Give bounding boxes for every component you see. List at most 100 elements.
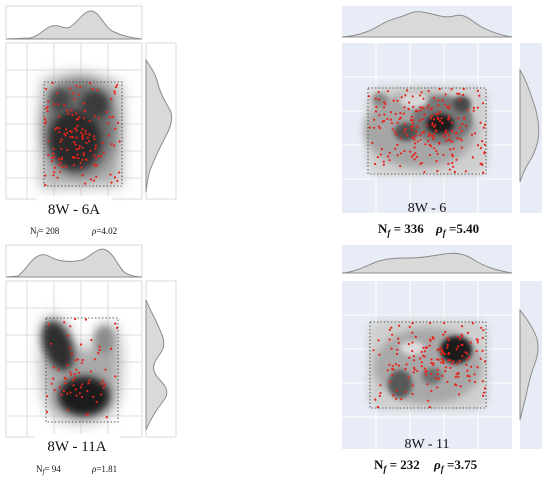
panel-8w-6: 8W - 6 Nf = 336 ρf =5.40 [341,6,542,238]
fiber-point [386,90,389,93]
fiber-point [93,138,96,141]
fiber-point [438,87,441,91]
fiber-point [415,130,418,133]
fiber-point [482,171,485,174]
fiber-point [100,382,103,385]
fiber-point [375,106,378,109]
fiber-point [51,156,54,159]
fiber-point [58,386,62,389]
fiber-point [410,155,413,158]
fiber-point [455,158,458,161]
fiber-point [431,107,434,110]
fiber-point [454,375,457,379]
fiber-point [449,366,452,369]
fiber-point [101,142,104,145]
fiber-point [77,147,80,150]
fiber-point [437,348,441,351]
fiber-point [466,352,469,355]
fiber-point [377,91,380,94]
fiber-point [105,416,108,419]
fiber-point [69,371,72,374]
fiber-point [382,163,385,166]
fiber-point [456,92,459,95]
fiber-point [44,174,47,177]
fiber-point [406,134,409,137]
fiber-point [412,136,415,139]
fiber-point [437,118,440,121]
rho-value: ρf =5.40 [435,221,479,238]
fiber-point [383,101,386,104]
fiber-point [396,154,399,157]
fiber-point [45,87,48,91]
fiber-point [87,412,90,415]
fiber-point [411,95,414,98]
fiber-point [85,413,88,416]
fiber-point [451,155,454,158]
fiber-point [77,371,80,374]
fiber-point [374,398,377,401]
fiber-point [408,325,411,328]
fiber-point [63,133,66,136]
fiber-point [109,116,112,119]
fiber-point [384,102,387,106]
fiber-point [449,148,452,151]
fiber-point [105,110,108,114]
fiber-point [391,333,394,336]
fiber-point [52,366,56,369]
fiber-point [444,129,448,132]
fiber-point [93,115,97,118]
fiber-point [404,94,407,97]
fiber-point [116,83,119,87]
fiber-point [75,394,78,397]
fiber-point [424,370,427,373]
fiber-point [460,130,463,133]
fiber-point [413,366,416,369]
fiber-point [118,171,121,174]
fiber-point [429,153,432,157]
fiber-point [66,409,69,412]
fiber-point [71,155,74,159]
fiber-point [413,146,416,149]
fiber-point [390,326,393,329]
fiber-point [58,131,61,134]
fiber-point [470,365,473,368]
fiber-point [80,131,83,134]
top-marginal-density [341,245,513,274]
fiber-point [442,153,445,156]
fiber-point [409,150,412,153]
fiber-point [87,382,90,385]
fiber-point [461,122,464,126]
fiber-point [56,103,60,106]
fiber-point [84,318,88,321]
fiber-point [440,117,443,120]
fiber-point [81,383,84,386]
fiber-point [43,122,47,125]
fiber-point [476,366,479,369]
fiber-point [469,341,472,344]
fiber-point [88,119,91,123]
fiber-point [43,117,47,120]
fiber-point [392,99,395,102]
fiber-point [421,131,424,134]
fiber-point [413,158,416,161]
fiber-point [457,371,460,374]
panel-label: 8W - 11 [404,437,449,452]
fiber-point [447,162,450,165]
fiber-point [70,109,73,112]
fiber-point [433,132,436,135]
fiber-point [424,373,427,376]
top-marginal-density [341,6,513,38]
fiber-point [377,125,380,128]
fiber-point [65,128,68,131]
fiber-points [45,317,119,419]
fiber-point [84,129,87,132]
fiber-point [479,357,482,360]
fiber-point [473,132,476,135]
fiber-point [420,361,423,364]
fiber-point [416,140,419,143]
fiber-point [394,112,397,116]
fiber-point [81,358,84,362]
fiber-point [447,138,451,141]
fiber-point [113,90,116,93]
fiber-point [482,394,485,397]
